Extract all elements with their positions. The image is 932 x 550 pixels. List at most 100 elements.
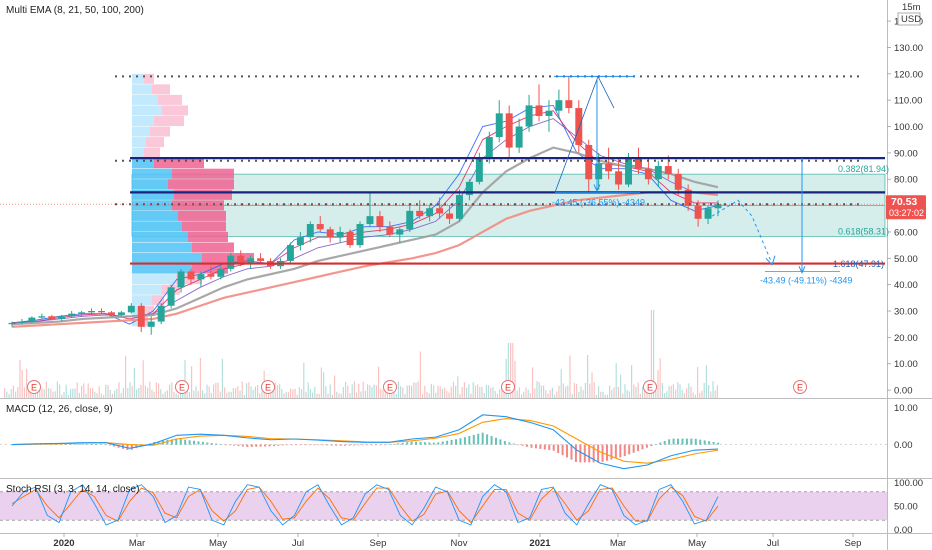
volume-bar <box>259 393 261 398</box>
earnings-marker-3 <box>261 380 275 394</box>
volume-bar <box>94 391 96 398</box>
volume-bar <box>375 385 377 398</box>
candle-body <box>515 126 523 148</box>
drawings[interactable] <box>554 75 840 275</box>
candle-body <box>525 105 533 127</box>
volume-profile-up <box>132 105 162 116</box>
macd-histogram-bar <box>512 443 515 445</box>
horizontal-levels[interactable] <box>0 75 885 265</box>
volume-bar <box>50 388 52 398</box>
macd-histogram-bar <box>366 444 369 446</box>
macd-histogram-bar <box>668 439 671 445</box>
volume-bar <box>668 386 670 398</box>
volume-bar <box>600 391 602 398</box>
volume-bar <box>296 394 298 398</box>
macd-histogram-bar <box>268 444 271 447</box>
stoch-d-line <box>11 486 719 524</box>
volume-bar <box>479 386 481 398</box>
volume-bar <box>213 384 215 398</box>
volume-bar <box>250 386 252 398</box>
volume-bar <box>494 390 496 398</box>
candle-body <box>237 255 245 264</box>
candle-body <box>28 317 36 322</box>
volume-profile-down <box>178 210 226 221</box>
volume-bar <box>6 391 8 398</box>
time-tick-label: 2020 <box>53 538 74 549</box>
candle-body <box>455 195 463 219</box>
macd-histogram-bar <box>423 442 426 445</box>
volume-bar <box>147 387 149 398</box>
volume-bar <box>714 390 716 398</box>
volume-bar <box>309 389 311 398</box>
volume-bar <box>215 382 217 398</box>
volume-bar <box>444 387 446 398</box>
macd-indicator-title[interactable]: MACD (12, 26, close, 9) <box>6 404 113 415</box>
macd-tick-label: 10.00 <box>894 403 918 414</box>
macd-histogram-bar <box>277 444 280 446</box>
macd-histogram-bar <box>259 444 262 447</box>
stoch-indicator-title[interactable]: Stoch RSI (3, 3, 14, 14, close) <box>6 484 139 495</box>
volume-profile-down <box>172 200 224 211</box>
volume-bar <box>666 391 668 398</box>
volume-bar <box>395 393 397 398</box>
currency-label[interactable]: USD <box>901 14 921 25</box>
volume-bar <box>683 393 685 398</box>
volume-bar <box>378 366 380 398</box>
macd-histogram-bar <box>708 441 711 445</box>
volume-bar <box>435 392 437 398</box>
volume-bar <box>345 381 347 398</box>
macd-histogram-bar <box>397 443 400 445</box>
price-tick-label: 50.00 <box>894 254 918 265</box>
volume-bar <box>386 391 388 398</box>
volume-bar <box>228 391 230 398</box>
price-tick-label: 40.00 <box>894 280 918 291</box>
volume-bar <box>279 384 281 398</box>
volume-bar <box>4 388 6 398</box>
earnings-marker-label: E <box>797 383 803 393</box>
volume-bar <box>74 388 76 398</box>
macd-histogram-bar <box>557 444 560 453</box>
main-indicator-title[interactable]: Multi EMA (8, 21, 50, 100, 200) <box>6 5 144 16</box>
volume-bar <box>230 391 232 398</box>
volume-bar <box>85 393 87 398</box>
candle-body <box>545 110 553 116</box>
volume-bar <box>252 389 254 398</box>
fib-label-0618: 0.618(58.31) <box>838 226 889 236</box>
candle-body <box>157 305 165 322</box>
volume-bar <box>162 393 164 398</box>
volume-bar <box>56 381 58 398</box>
macd-histogram-bar <box>490 436 493 445</box>
ema-line-ema-200 <box>11 191 719 328</box>
volume-bar <box>571 394 573 398</box>
volume-bar <box>540 385 542 398</box>
volume-bar <box>653 310 655 398</box>
earnings-marker-label: E <box>387 383 393 393</box>
volume-bar <box>426 392 428 398</box>
volume-bar <box>208 386 210 398</box>
macd-histogram-bar <box>184 439 187 445</box>
volume-bar <box>584 382 586 398</box>
volume-bar <box>589 383 591 398</box>
candle-body <box>18 321 26 323</box>
volume-bar <box>39 385 41 398</box>
volume-bar <box>17 387 19 398</box>
volume-bar <box>536 381 538 398</box>
volume-bar <box>61 394 63 398</box>
volume-profile-up <box>132 284 162 295</box>
earnings-marker-7 <box>793 380 807 394</box>
volume-bar <box>125 355 127 398</box>
candle-body <box>634 158 642 169</box>
interval-label[interactable]: 15m <box>902 2 921 13</box>
macd-histogram-bar <box>206 442 209 445</box>
volume-bar <box>615 363 617 398</box>
volume-bars <box>4 310 718 398</box>
volume-bar <box>217 382 219 398</box>
volume-bar <box>12 385 14 398</box>
volume-bar <box>639 393 641 398</box>
macd-histogram-bar <box>388 444 391 446</box>
volume-profile-down <box>174 189 232 200</box>
volume-bar <box>697 366 699 398</box>
